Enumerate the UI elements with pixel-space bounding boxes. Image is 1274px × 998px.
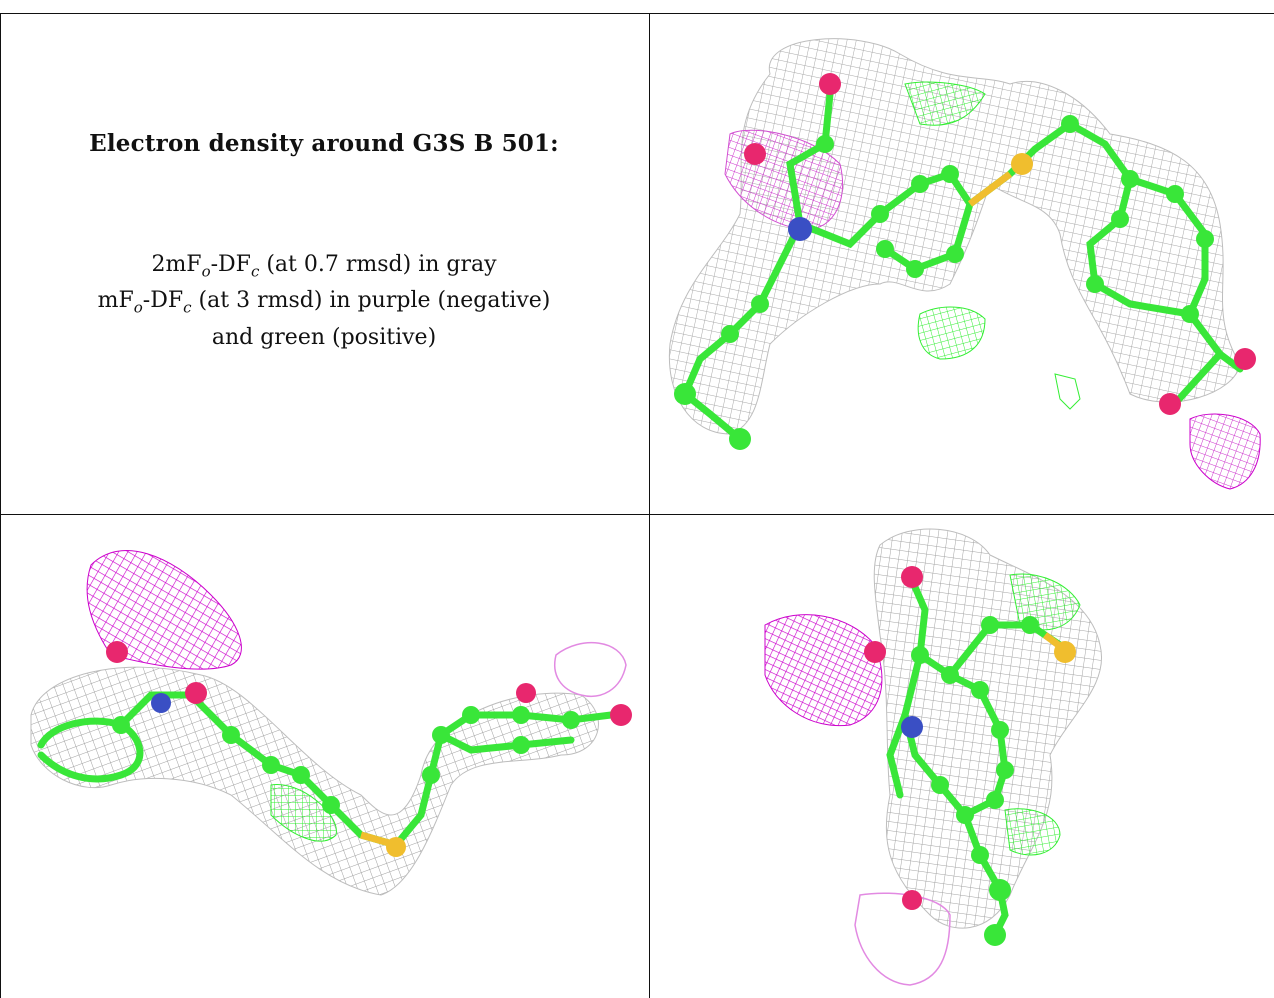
molecule-render-1	[668, 38, 1261, 490]
density-view-bottom-right	[650, 515, 1274, 998]
page-title: Electron density around G3S B 501:	[89, 130, 559, 157]
atoms	[674, 73, 1256, 450]
legend-text: 2mFo-DFc (at 0.7 rmsd) in gray mFo-DFc (…	[12, 250, 636, 353]
atoms	[864, 566, 1076, 946]
positive-density-mesh	[270, 784, 337, 842]
negative-density-mesh	[554, 641, 627, 697]
negative-density-mesh	[86, 550, 242, 670]
positive-density-mesh	[917, 306, 986, 360]
border-left	[0, 13, 1, 998]
positive-density-mesh	[1004, 808, 1061, 856]
molecule-render-3	[764, 528, 1102, 986]
positive-density-mesh	[904, 81, 986, 126]
atoms	[106, 641, 632, 857]
sulfur-bond	[967, 171, 1013, 207]
density-view-bottom-left	[1, 515, 649, 998]
molecule-render-2	[30, 550, 632, 896]
positive-density-mesh	[1054, 373, 1081, 410]
legend-line-2: mFo-DFc (at 3 rmsd) in purple (negative)	[97, 288, 551, 317]
border-top	[0, 13, 1274, 14]
legend-line-3: and green (positive)	[211, 324, 437, 350]
legend-line-1: 2mFo-DFc (at 0.7 rmsd) in gray	[151, 252, 497, 281]
negative-density-mesh	[764, 614, 883, 727]
gray-density-mesh	[30, 666, 599, 896]
caption-cell: Electron density around G3S B 501:	[12, 130, 636, 157]
negative-density-mesh	[1189, 413, 1261, 490]
border-middle	[0, 514, 1274, 515]
border-center	[649, 13, 650, 998]
density-view-top-right	[650, 14, 1274, 514]
